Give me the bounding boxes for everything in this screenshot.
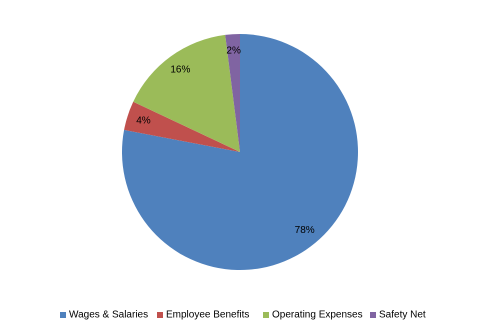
legend-label: Employee Benefits [166, 310, 249, 321]
legend-marker [370, 312, 376, 318]
legend-label: Operating Expenses [272, 310, 363, 321]
legend-marker [157, 312, 163, 318]
pie-slice [225, 34, 240, 152]
legend-label: Wages & Salaries [69, 310, 148, 321]
pie-slice [133, 34, 240, 152]
pie-slice [124, 101, 240, 152]
legend-marker [60, 312, 66, 318]
data-label: 78% [295, 225, 315, 236]
legend-label: Safety Net [379, 310, 426, 321]
data-label: 16% [170, 65, 190, 76]
data-label: 4% [136, 115, 151, 126]
data-label: 2% [226, 45, 241, 56]
legend-marker [263, 312, 269, 318]
